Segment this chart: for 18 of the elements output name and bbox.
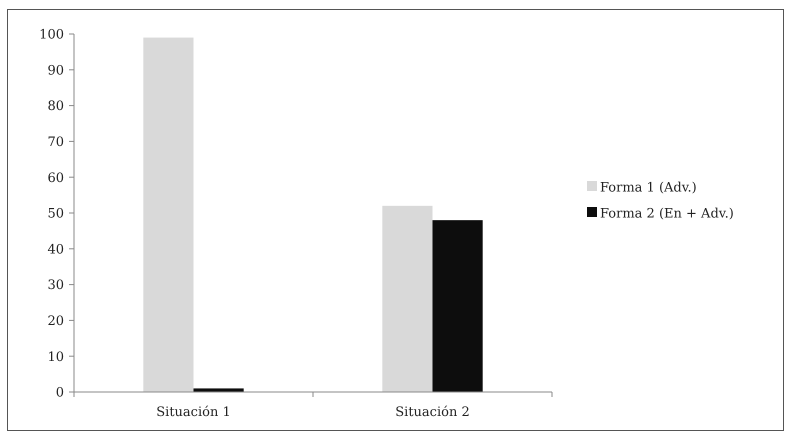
y-tick-label: 20	[47, 314, 64, 329]
legend-label: Forma 2 (En + Adv.)	[600, 206, 734, 222]
legend-label: Forma 1 (Adv.)	[600, 180, 697, 196]
y-tick-label: 10	[47, 350, 64, 365]
y-tick-label: 90	[47, 63, 64, 78]
x-tick-label: Situación 2	[395, 405, 470, 420]
y-tick-label: 40	[47, 242, 64, 258]
y-tick-label: 50	[47, 206, 64, 222]
bar	[143, 38, 194, 392]
y-tick-label: 80	[47, 99, 64, 114]
y-tick-label: 70	[47, 134, 64, 150]
x-tick-label: Situación 1	[156, 405, 231, 420]
y-tick-label: 0	[56, 386, 64, 401]
bar	[432, 220, 483, 392]
y-tick-label: 60	[47, 170, 64, 186]
bar	[382, 206, 432, 392]
y-tick-label: 100	[39, 28, 64, 43]
y-tick-label: 30	[47, 278, 64, 294]
